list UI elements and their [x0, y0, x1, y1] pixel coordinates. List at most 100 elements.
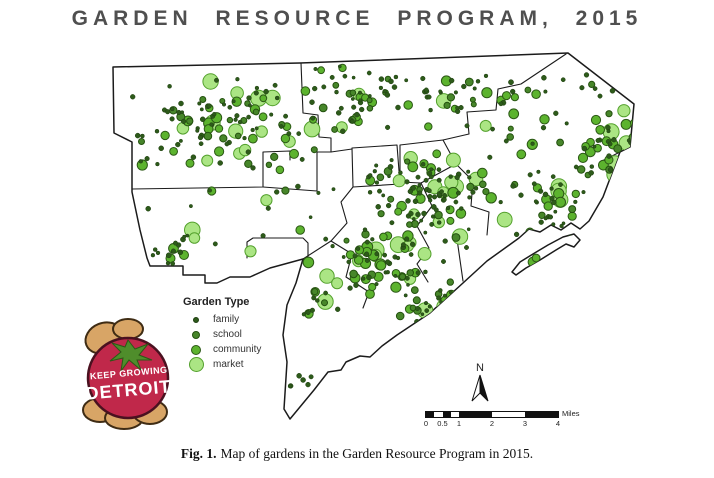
- garden-dot-community: [280, 133, 291, 144]
- garden-dot-market: [445, 152, 461, 168]
- garden-dot-family: [432, 314, 438, 320]
- garden-dot-community: [502, 91, 511, 101]
- garden-dot-school: [482, 188, 490, 196]
- garden-dot-market: [260, 194, 273, 207]
- garden-dot-family: [140, 133, 145, 139]
- garden-dot-family: [321, 84, 327, 90]
- garden-dot-community: [424, 122, 433, 131]
- garden-dot-family: [428, 107, 433, 113]
- garden-dot-community: [510, 93, 520, 102]
- garden-dot-family: [274, 189, 280, 195]
- garden-dot-family: [548, 214, 554, 220]
- garden-dot-family: [597, 93, 603, 99]
- garden-dot-family: [475, 79, 481, 84]
- garden-dot-family: [561, 221, 566, 226]
- garden-dot-family: [458, 105, 464, 111]
- garden-dot-community: [567, 211, 577, 221]
- garden-dot-family: [323, 236, 329, 242]
- garden-dot-family: [404, 179, 410, 185]
- figure-caption: Fig. 1. Map of gardens in the Garden Reso…: [0, 446, 714, 462]
- garden-dot-school: [265, 161, 273, 169]
- garden-dot-family: [428, 198, 433, 203]
- garden-dot-school: [464, 77, 474, 87]
- garden-dot-family: [438, 89, 443, 94]
- garden-dot-family: [178, 138, 183, 143]
- garden-dot-family: [592, 144, 597, 149]
- garden-dot-family: [340, 128, 346, 135]
- garden-dot-family: [551, 222, 556, 227]
- garden-dot-family: [472, 86, 477, 91]
- garden-dot-family: [518, 192, 524, 198]
- garden-dot-family: [323, 290, 328, 296]
- garden-dot-family: [439, 189, 444, 194]
- garden-dot-family: [420, 161, 426, 167]
- garden-dot-family: [461, 83, 467, 90]
- garden-dot-school: [435, 314, 443, 322]
- garden-dot-community: [300, 86, 311, 96]
- garden-dot-family: [188, 204, 193, 209]
- garden-dot-family: [170, 261, 176, 266]
- garden-dot-family: [190, 154, 197, 160]
- garden-dot-family: [246, 114, 251, 120]
- garden-dot-school: [607, 182, 617, 192]
- garden-dot-school: [568, 205, 577, 214]
- garden-dot-family: [412, 198, 419, 205]
- garden-dot-family: [370, 237, 375, 242]
- garden-dot-school: [613, 144, 623, 154]
- garden-dot-family: [274, 95, 280, 101]
- tomato-leaves: [109, 339, 153, 372]
- garden-dot-community: [571, 189, 580, 199]
- garden-dot-family: [378, 85, 384, 91]
- garden-dot-family: [448, 77, 455, 84]
- garden-dot-family: [405, 198, 411, 204]
- garden-dot-school: [470, 101, 477, 108]
- garden-dot-family: [382, 89, 387, 94]
- garden-dot-family: [454, 174, 460, 181]
- garden-dot-community: [522, 240, 532, 249]
- garden-dot-family: [357, 90, 363, 95]
- garden-dot-community: [368, 282, 377, 292]
- garden-dot-family: [613, 171, 618, 177]
- garden-dot-family: [542, 191, 549, 198]
- garden-dot-family: [609, 88, 616, 94]
- garden-dot-family: [154, 128, 160, 134]
- garden-dot-market: [188, 232, 201, 244]
- garden-dot-family: [301, 407, 307, 412]
- scale-bar-segment: [525, 412, 558, 417]
- scale-bar-tick: 1: [456, 419, 462, 428]
- garden-dot-family: [436, 295, 442, 301]
- garden-dot-family: [185, 233, 190, 238]
- garden-dot-family: [442, 192, 448, 198]
- legend-dot-market: [188, 357, 204, 372]
- garden-dot-family: [606, 153, 612, 159]
- garden-dot-community: [390, 281, 402, 293]
- garden-dot-family: [130, 94, 136, 100]
- garden-dot-school: [406, 269, 414, 277]
- garden-dot-family: [199, 107, 204, 112]
- garden-dot-family: [364, 258, 370, 263]
- garden-dot-family: [417, 183, 422, 187]
- garden-dot-family: [473, 186, 479, 191]
- map-legend: Garden Type family school community market: [183, 296, 283, 372]
- garden-dot-family: [312, 85, 318, 92]
- garden-dot-family: [560, 257, 567, 263]
- garden-dot-school: [387, 195, 395, 203]
- garden-dot-community: [248, 133, 258, 144]
- garden-dot-community: [214, 146, 225, 157]
- garden-dot-family: [533, 199, 538, 204]
- scale-bar-segment: [492, 412, 525, 417]
- garden-dot-family: [409, 241, 416, 247]
- garden-dot-family: [283, 113, 289, 119]
- garden-dot-family: [581, 190, 586, 195]
- garden-dot-family: [330, 243, 335, 249]
- garden-dot-family: [377, 188, 382, 194]
- legend-label-school: school: [213, 329, 242, 340]
- garden-dot-family: [385, 270, 390, 275]
- garden-dot-family: [359, 106, 365, 113]
- garden-dot-family: [446, 301, 450, 306]
- garden-dot-family: [247, 103, 252, 108]
- garden-dot-family: [278, 124, 284, 129]
- garden-dot-community: [485, 192, 497, 204]
- scale-bar-tick: 3: [522, 419, 528, 428]
- garden-dot-family: [595, 138, 601, 143]
